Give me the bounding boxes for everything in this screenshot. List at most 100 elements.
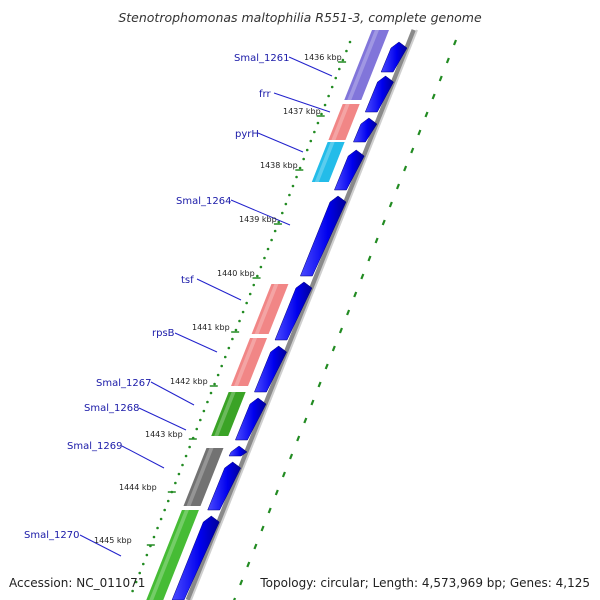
gray-feature[interactable] (183, 448, 224, 506)
inner-tick-dot (273, 229, 277, 233)
label-leader-line (288, 56, 333, 77)
outer-tick-dash (374, 237, 379, 244)
inner-tick-dot (266, 247, 270, 251)
inner-tick-dot (174, 481, 177, 485)
forward-cds-arrow[interactable] (334, 149, 365, 191)
gene-label-smal-1267[interactable]: Smal_1267 (96, 378, 151, 389)
inner-tick-dot (138, 571, 142, 575)
lightgreen-feature-highlight (149, 510, 189, 600)
gene-label-smal-1270[interactable]: Smal_1270 (24, 530, 79, 541)
inner-tick-dot (245, 301, 248, 305)
inner-tick-dot (323, 103, 327, 107)
outer-tick-dash (233, 597, 237, 600)
outer-tick-dash (395, 183, 400, 190)
forward-cds-arrow[interactable] (353, 117, 378, 143)
inner-tick-dot (131, 589, 134, 593)
inner-tick-dot (227, 346, 231, 350)
gene-label-smal-1269[interactable]: Smal_1269 (67, 441, 122, 452)
tick-label-1440: 1440 kbp (217, 269, 255, 278)
purple-feature[interactable] (344, 30, 389, 100)
outer-tick-dash (296, 435, 301, 442)
gene-label-tsf[interactable]: tsf (181, 275, 194, 286)
label-leader-line (79, 534, 122, 557)
label-leader-line (121, 445, 165, 469)
inner-tick-dot (223, 355, 227, 359)
gene-label-smal-1268[interactable]: Smal_1268 (84, 403, 139, 414)
scale-tick-labels: 1436 kbp 1437 kbp 1438 kbp 1439 kbp 1440… (94, 53, 342, 545)
salmon-feature[interactable] (231, 338, 268, 386)
forward-cds-track (171, 41, 408, 600)
outer-tick-dash (289, 453, 294, 460)
inner-tick-dot (305, 148, 309, 152)
green-feature[interactable] (211, 392, 246, 436)
salmon-feature-highlight (254, 284, 279, 334)
inner-tick-dot (184, 454, 188, 458)
inner-tick-dot (284, 202, 288, 206)
outer-tick-dash (324, 363, 329, 370)
outer-tick-dash (281, 471, 286, 478)
gene-label-pyrh[interactable]: pyrH (235, 129, 259, 140)
inner-tick-dot (252, 283, 256, 287)
outer-tick-dash (338, 327, 343, 334)
outer-tick-dash (452, 39, 458, 46)
inner-tick-dot (345, 49, 348, 53)
forward-cds-arrow[interactable] (207, 461, 241, 511)
outer-tick-dash (317, 381, 322, 388)
forward-cds-arrow[interactable] (254, 345, 287, 393)
salmon-feature[interactable] (251, 284, 289, 334)
inner-tick-dot (270, 238, 273, 242)
inner-tick-dot (181, 463, 184, 467)
gene-label-rpsb[interactable]: rpsB (152, 328, 175, 339)
outer-tick-dash (388, 201, 393, 208)
map-title: Stenotrophomonas maltophilia R551-3, com… (118, 10, 482, 25)
inner-tick-dot (188, 445, 191, 449)
tick-label-1439: 1439 kbp (239, 215, 277, 224)
green-feature-highlight (214, 392, 236, 436)
outer-tick-dash (246, 561, 251, 568)
gene-label-frr[interactable]: frr (259, 89, 271, 100)
outer-tick-dash (438, 75, 443, 82)
outer-tick-dash (253, 543, 258, 550)
label-leaders (79, 56, 333, 557)
inner-tick-dot (231, 337, 234, 341)
forward-cds-arrow[interactable] (299, 195, 347, 277)
cyan-feature-highlight (314, 142, 335, 182)
inner-tick-dot (338, 67, 341, 71)
forward-cds-arrow[interactable] (380, 41, 408, 73)
outer-tick-dash (353, 291, 358, 298)
inner-tick-dot (291, 184, 295, 188)
inner-tick-dot (241, 310, 245, 314)
gene-label-smal-1261[interactable]: Smal_1261 (234, 53, 289, 64)
salmon-feature[interactable] (328, 104, 360, 140)
forward-cds-arrow[interactable] (274, 281, 313, 341)
lightgreen-feature[interactable] (146, 510, 199, 600)
outer-tick-dash (260, 525, 265, 532)
purple-feature-highlight (347, 30, 379, 100)
label-leader-line (138, 407, 187, 431)
outer-tick-dash (410, 147, 415, 154)
inner-tick-dot (256, 274, 259, 278)
inner-tick-dot (263, 256, 266, 260)
outer-tick-dash (445, 57, 450, 64)
cyan-feature[interactable] (311, 142, 345, 182)
inner-tick-dot (166, 499, 170, 503)
forward-cds-arrow[interactable] (364, 75, 394, 113)
label-leader-line (230, 199, 291, 226)
forward-cds-arrow[interactable] (228, 445, 248, 457)
gene-label-smal-1264[interactable]: Smal_1264 (176, 196, 231, 207)
forward-cds-arrow[interactable] (235, 397, 267, 441)
inner-tick-dot (288, 193, 291, 197)
inner-tick-dot (141, 562, 145, 566)
inner-tick-dot (202, 409, 206, 413)
inner-tick-ring (131, 40, 352, 593)
backbone-shadow (190, 29, 418, 600)
inner-tick-dot (330, 85, 334, 89)
inner-tick-dot (295, 175, 298, 179)
inner-tick-dot (216, 373, 220, 377)
inner-tick-dot (248, 292, 252, 296)
outer-tick-dash (417, 129, 422, 136)
inner-tick-dot (259, 265, 263, 269)
inner-tick-dot (156, 526, 159, 530)
forward-cds-arrow[interactable] (171, 515, 220, 600)
